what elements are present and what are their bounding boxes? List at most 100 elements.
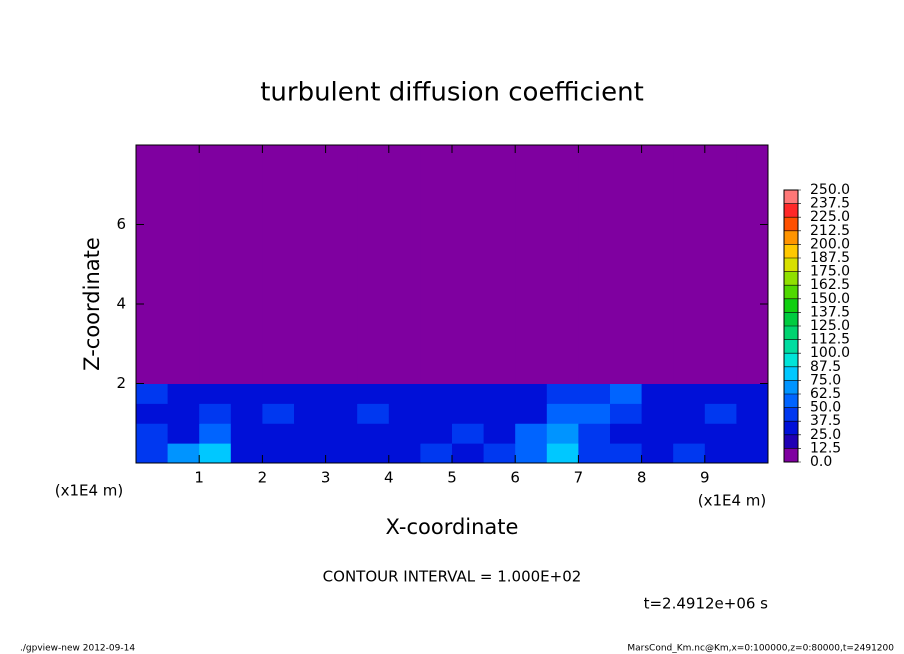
cell — [294, 383, 327, 404]
cell — [136, 443, 169, 464]
colorbar-band — [784, 394, 798, 408]
cell — [546, 403, 579, 424]
cell — [610, 383, 643, 404]
x-axis-label: X-coordinate — [386, 515, 519, 539]
cell — [230, 145, 263, 384]
cell — [578, 443, 611, 464]
cell — [641, 443, 674, 464]
colorbar-band — [784, 285, 798, 299]
cell — [294, 145, 327, 384]
cell — [578, 145, 611, 384]
cell — [515, 423, 548, 444]
cell — [167, 423, 200, 444]
colorbar-band — [784, 244, 798, 258]
cell — [230, 443, 263, 464]
colorbar-label: 150.0 — [810, 291, 850, 307]
colorbar-label: 175.0 — [810, 264, 850, 280]
cell — [230, 403, 263, 424]
footer-right: MarsCond_Km.nc@Km,x=0:100000,z=0:80000,t… — [627, 644, 894, 654]
cell — [136, 145, 169, 384]
cell — [578, 383, 611, 404]
cell — [641, 423, 674, 444]
cell — [420, 383, 453, 404]
colorbar-band — [784, 380, 798, 394]
cell — [262, 403, 295, 424]
cell — [388, 443, 421, 464]
x-tick-label: 4 — [384, 469, 394, 487]
cell — [199, 423, 232, 444]
time-note: t=2.4912e+06 s — [644, 595, 769, 613]
cell — [483, 383, 516, 404]
cell — [515, 383, 548, 404]
x-tick-label: 7 — [574, 469, 584, 487]
colorbar-band — [784, 434, 798, 449]
cell — [673, 443, 706, 464]
cell — [578, 403, 611, 424]
cell — [199, 145, 232, 384]
colorbar-label: 187.5 — [810, 250, 850, 266]
colorbar-band — [784, 190, 798, 204]
colorbar-label: 25.0 — [810, 427, 841, 443]
cell — [736, 443, 769, 464]
cell — [199, 403, 232, 424]
cell — [610, 443, 643, 464]
cell — [483, 145, 516, 384]
colorbar-band — [784, 230, 798, 245]
colorbar-label: 75.0 — [810, 372, 841, 388]
y-tick-label: 4 — [116, 295, 126, 313]
cell — [704, 443, 737, 464]
cell — [136, 403, 169, 424]
cell — [546, 383, 579, 404]
colorbar-label: 37.5 — [810, 413, 841, 429]
cell — [673, 145, 706, 384]
cell — [483, 403, 516, 424]
cell — [515, 145, 548, 384]
cell — [262, 443, 295, 464]
cell — [610, 403, 643, 424]
cell — [704, 145, 737, 384]
cell — [136, 383, 169, 404]
contour-note: CONTOUR INTERVAL = 1.000E+02 — [323, 568, 582, 586]
x-tick-label: 8 — [637, 469, 647, 487]
colorbar-band — [784, 312, 798, 326]
colorbar-band — [784, 271, 798, 286]
cell — [325, 403, 358, 424]
cell — [452, 403, 485, 424]
colorbar-band — [784, 298, 798, 313]
x-tick-label: 9 — [700, 469, 710, 487]
cell — [736, 403, 769, 424]
cell — [167, 403, 200, 424]
cell — [610, 423, 643, 444]
cell — [546, 423, 579, 444]
cell — [230, 423, 263, 444]
cell — [452, 145, 485, 384]
cell — [136, 423, 169, 444]
cell — [388, 383, 421, 404]
y-tick-label: 6 — [116, 215, 126, 233]
cell — [388, 145, 421, 384]
colorbar-label: 200.0 — [810, 236, 850, 252]
colorbar-band — [784, 421, 798, 435]
cell — [452, 383, 485, 404]
cell — [736, 145, 769, 384]
cell — [641, 383, 674, 404]
cell — [325, 383, 358, 404]
cell — [641, 145, 674, 384]
colorbar-band — [784, 448, 798, 462]
x-tick-label: 2 — [258, 469, 268, 487]
cell — [388, 403, 421, 424]
cell — [673, 403, 706, 424]
cell — [325, 145, 358, 384]
cell — [483, 423, 516, 444]
colorbar-label: 137.5 — [810, 304, 850, 320]
cell — [483, 443, 516, 464]
colorbar-band — [784, 217, 798, 231]
cell — [420, 145, 453, 384]
cell — [262, 145, 295, 384]
colorbar-band — [784, 407, 798, 422]
colorbar-label: 12.5 — [810, 440, 841, 456]
colorbar-label: 50.0 — [810, 400, 841, 416]
cell — [546, 145, 579, 384]
cell — [388, 423, 421, 444]
cell — [167, 383, 200, 404]
